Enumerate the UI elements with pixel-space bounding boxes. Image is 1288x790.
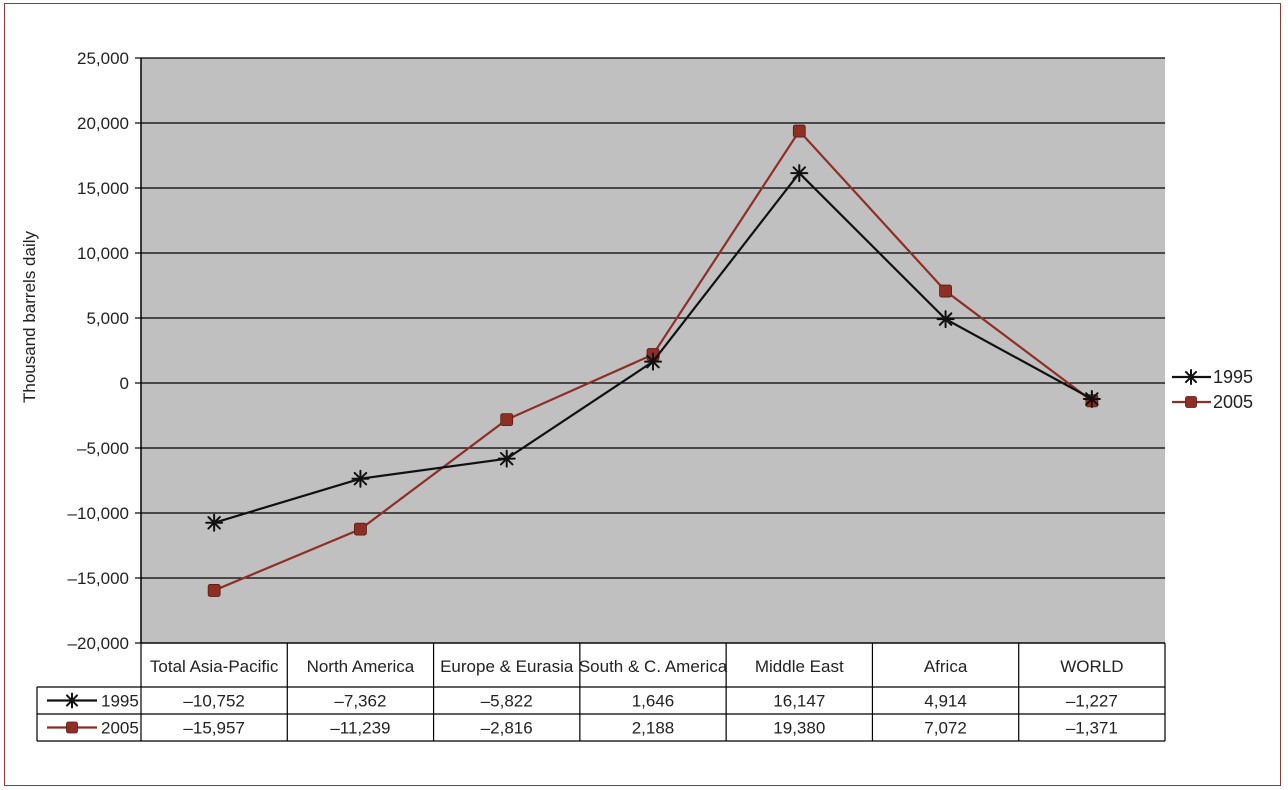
table-value-2005-world: –1,371 (1066, 719, 1118, 738)
table-value-2005-middle-east: 19,380 (773, 719, 825, 738)
point-2005-africa (939, 284, 952, 298)
table-value-2005-north-america: –11,239 (330, 719, 390, 738)
x-category-europe-eurasia: Europe & Eurasia (440, 657, 574, 676)
legend-label-2005: 2005 (1213, 392, 1253, 412)
table-value-2005-africa: 7,072 (924, 719, 967, 738)
x-category-africa: Africa (924, 657, 968, 676)
y-tick-label-5: 0 (120, 374, 129, 393)
table-value-1995-world: –1,227 (1066, 692, 1118, 711)
x-category-south-c-america: South & C. America (579, 657, 728, 676)
point-2005-total-asia-pacific (207, 584, 221, 597)
point-2005-middle-east (792, 124, 806, 138)
table-key-marker-1995 (64, 692, 80, 709)
legend-marker-2005 (1185, 396, 1197, 408)
table-value-2005-total-asia-pacific: –15,957 (183, 719, 244, 738)
point-1995-europe-eurasia (497, 449, 516, 468)
y-axis-label: Thousand barrels daily (20, 231, 39, 403)
point-1995-africa (936, 310, 955, 329)
x-category-total-asia-pacific: Total Asia-Pacific (150, 657, 279, 676)
point-1995-world (1082, 389, 1101, 408)
y-tick-label-9: –20,000 (68, 634, 129, 653)
table-value-1995-africa: 4,914 (924, 692, 967, 711)
y-tick-label-2: 15,000 (77, 179, 129, 198)
table-row-label-2005: 2005 (101, 719, 139, 738)
table-value-1995-middle-east: 16,147 (773, 692, 825, 711)
y-tick-label-3: 10,000 (77, 244, 129, 263)
x-category-middle-east: Middle East (755, 657, 844, 676)
line-chart: 25,000 20,000 15,000 10,000 5,000 0 –5,000 –10,… (20, 49, 1253, 742)
table-value-2005-south-c-america: 2,188 (632, 719, 675, 738)
x-category-world: WORLD (1060, 657, 1123, 676)
point-2005-europe-eurasia (500, 413, 514, 427)
chart-frame: 25,000 20,000 15,000 10,000 5,000 0 –5,000 –10,… (4, 3, 1281, 786)
table-value-1995-total-asia-pacific: –10,752 (183, 692, 244, 711)
point-1995-north-america (351, 469, 370, 488)
y-tick-label-1: 20,000 (77, 114, 129, 133)
table-key-marker-2005 (66, 721, 78, 734)
y-tick-label-4: 5,000 (86, 309, 129, 328)
legend-marker-1995 (1183, 369, 1199, 385)
table-value-1995-europe-eurasia: –5,822 (481, 692, 533, 711)
table-row-label-1995: 1995 (101, 692, 139, 711)
point-1995-south-c-america (644, 352, 662, 371)
y-tick-label-0: 25,000 (77, 49, 129, 68)
y-tick-label-7: –10,000 (68, 504, 129, 523)
x-category-north-america: North America (307, 657, 415, 676)
y-tick-label-8: –15,000 (68, 569, 129, 588)
point-1995-middle-east (790, 164, 809, 183)
point-1995-total-asia-pacific (205, 513, 224, 532)
table-value-1995-north-america: –7,362 (334, 692, 386, 711)
table-value-1995-south-c-america: 1,646 (632, 692, 675, 711)
legend-label-1995: 1995 (1213, 367, 1253, 387)
y-tick-label-6: –5,000 (77, 439, 129, 458)
point-2005-north-america (354, 522, 367, 536)
table-value-2005-europe-eurasia: –2,816 (481, 719, 533, 738)
